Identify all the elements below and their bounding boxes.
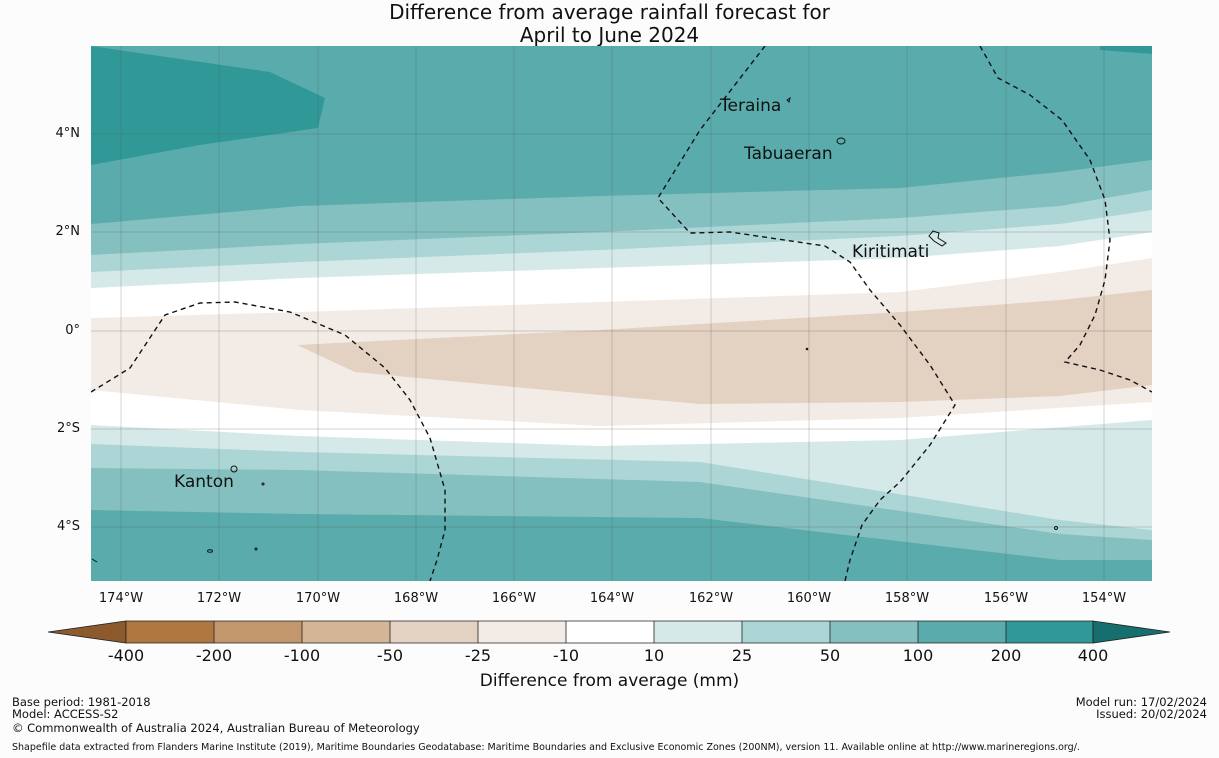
island-kanton bbox=[230, 465, 238, 473]
chart-title-line1: Difference from average rainfall forecas… bbox=[389, 0, 830, 24]
colorbar-extend-high bbox=[1092, 620, 1171, 644]
place-label-teraina: Teraina bbox=[720, 96, 782, 116]
base-period: Base period: 1981-2018 bbox=[12, 695, 151, 709]
colorbar-bin-3 bbox=[302, 621, 390, 643]
x-tick-label: 174°W bbox=[98, 591, 144, 606]
island-south-2 bbox=[254, 547, 258, 551]
colorbar-bin-11 bbox=[1006, 621, 1093, 643]
map-contours bbox=[91, 46, 1152, 581]
issued-date: Issued: 20/02/2024 bbox=[1096, 707, 1207, 721]
island-tabuaeran bbox=[836, 137, 846, 145]
colorbar-tick-label: 200 bbox=[990, 646, 1022, 665]
colorbar-tick-label: 10 bbox=[643, 646, 665, 665]
place-label-kiritimati: Kiritimati bbox=[852, 242, 930, 262]
place-label-kanton: Kanton bbox=[174, 472, 234, 492]
x-tick-label: 156°W bbox=[983, 591, 1029, 606]
colorbar-bin-2 bbox=[214, 621, 302, 643]
y-tick-label: 4°S bbox=[56, 519, 80, 534]
colorbar-bin-6 bbox=[566, 621, 654, 643]
band-200-400-ne bbox=[1100, 46, 1152, 54]
x-tick-label: 172°W bbox=[196, 591, 242, 606]
colorbar-bin-7 bbox=[654, 621, 742, 643]
island-teraina bbox=[786, 96, 791, 103]
colorbar-tick-label: 400 bbox=[1077, 646, 1109, 665]
island-enderbury bbox=[261, 482, 265, 486]
eez-boundary-line-islands-west bbox=[657, 46, 956, 581]
y-tick-label: 4°N bbox=[55, 126, 81, 141]
colorbar-tick-label: 25 bbox=[731, 646, 753, 665]
x-tick-label: 154°W bbox=[1081, 591, 1127, 606]
band-minus25-minus50 bbox=[297, 290, 1152, 404]
island-jarvis bbox=[805, 347, 809, 351]
colorbar-tick-label: 50 bbox=[819, 646, 841, 665]
colorbar-bin-9 bbox=[830, 621, 918, 643]
colorbar-bin-4 bbox=[390, 621, 478, 643]
shapefile-credit: Shapefile data extracted from Flanders M… bbox=[12, 742, 1080, 753]
x-tick-label: 162°W bbox=[688, 591, 734, 606]
place-label-tabuaeran: Tabuaeran bbox=[744, 144, 833, 164]
colorbar-bin-5 bbox=[478, 621, 566, 643]
colorbar-tick-label: -100 bbox=[283, 646, 321, 665]
model-name: Model: ACCESS-S2 bbox=[12, 707, 119, 721]
islands bbox=[91, 96, 1058, 563]
colorbar-tick-label: -400 bbox=[107, 646, 145, 665]
x-tick-label: 160°W bbox=[786, 591, 832, 606]
colorbar bbox=[47, 620, 1171, 644]
colorbar-extend-low bbox=[47, 620, 127, 644]
colorbar-title: Difference from average (mm) bbox=[479, 671, 740, 691]
x-tick-label: 164°W bbox=[589, 591, 635, 606]
island-south-1 bbox=[207, 549, 213, 553]
chart-title-line2: April to June 2024 bbox=[519, 23, 700, 47]
colorbar-tick-label: -10 bbox=[552, 646, 580, 665]
colorbar-bin-10 bbox=[918, 621, 1006, 643]
band-200-400 bbox=[91, 46, 325, 165]
y-tick-label: 2°N bbox=[55, 224, 81, 239]
colorbar-bin-8 bbox=[742, 621, 830, 643]
x-tick-label: 170°W bbox=[295, 591, 341, 606]
island-southeast bbox=[1054, 526, 1058, 530]
colorbar-tick-label: -50 bbox=[376, 646, 404, 665]
colorbar-bin-1 bbox=[126, 621, 214, 643]
eez-boundary-line-islands-east bbox=[979, 46, 1152, 393]
model-run-date: Model run: 17/02/2024 bbox=[1075, 695, 1207, 709]
graticule bbox=[91, 46, 1152, 581]
x-tick-label: 158°W bbox=[884, 591, 930, 606]
y-tick-label: 0° bbox=[65, 323, 80, 338]
copyright: © Commonwealth of Australia 2024, Austra… bbox=[12, 721, 420, 735]
x-tick-label: 166°W bbox=[491, 591, 537, 606]
colorbar-tick-label: 100 bbox=[902, 646, 934, 665]
island-kiritimati bbox=[928, 230, 947, 247]
colorbar-tick-label: -200 bbox=[195, 646, 233, 665]
colorbar-tick-label: -25 bbox=[464, 646, 492, 665]
eez-boundaries bbox=[91, 46, 1152, 581]
y-tick-label: 2°S bbox=[56, 421, 80, 436]
island-southwest bbox=[91, 558, 98, 563]
x-tick-label: 168°W bbox=[393, 591, 439, 606]
